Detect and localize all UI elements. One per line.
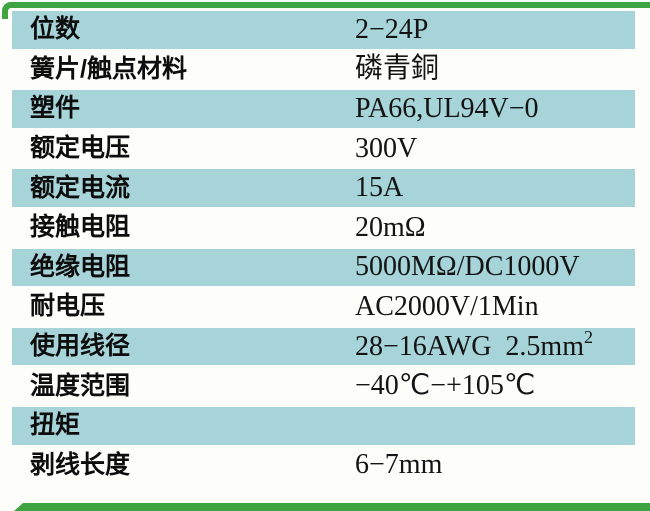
- spec-value: AC2000V/1Min: [355, 290, 539, 322]
- spec-label: 额定电流: [30, 173, 131, 202]
- spec-value-text: AC2000V/1Min: [355, 290, 539, 322]
- spec-value: −40℃−+105℃: [355, 372, 535, 400]
- top-green-frame: [2, 2, 650, 19]
- spec-row: 塑件 PA66,UL94V−0: [12, 90, 635, 128]
- spec-label: 绝缘电阻: [30, 252, 131, 281]
- spec-row: 耐电压 AC2000V/1Min: [12, 288, 635, 326]
- spec-row: 位数 2−24P: [12, 11, 635, 49]
- spec-label: 额定电压: [30, 134, 131, 163]
- spec-value-text: −40℃−+105℃: [355, 370, 536, 402]
- spec-value-text: 20mΩ: [355, 211, 426, 243]
- spec-value: 磷青銅: [355, 55, 439, 83]
- spec-value-text: 300V: [355, 132, 418, 164]
- spec-row: 使用线径 28−16AWG 2.5mm2: [12, 328, 635, 366]
- spec-row: 扭矩: [12, 406, 635, 445]
- spec-value-text: 2−24P: [355, 13, 429, 45]
- spec-row: 剥线长度 6−7mm: [12, 447, 635, 485]
- spec-row: 额定电压 300V: [12, 130, 635, 168]
- spec-value: 28−16AWG 2.5mm2: [355, 328, 593, 362]
- spec-row: 温度范围 −40℃−+105℃: [12, 367, 635, 405]
- spec-table: 位数 2−24P 簧片/触点材料 磷青銅 塑件 PA66,UL94V−0 额定电压 300V 额…: [12, 11, 635, 486]
- spec-value: 20mΩ: [355, 211, 426, 243]
- spec-value-text: 15A: [355, 172, 404, 204]
- spec-value: 2−24P: [355, 13, 429, 45]
- spec-value: 6−7mm: [355, 451, 442, 479]
- spec-value: 15A: [355, 174, 403, 202]
- spec-label: 塑件: [30, 94, 81, 123]
- spec-label: 耐电压: [30, 292, 106, 321]
- spec-value: 5000MΩ/DC1000V: [355, 253, 580, 281]
- spec-label: 扭矩: [30, 411, 81, 440]
- spec-label: 位数: [30, 15, 81, 44]
- spec-value-text: 磷青銅: [355, 53, 440, 85]
- spec-label: 接触电阻: [30, 213, 131, 242]
- spec-value: PA66,UL94V−0: [355, 92, 539, 124]
- bottom-green-bar: [14, 503, 650, 511]
- spec-value-text: PA66,UL94V−0: [355, 92, 539, 124]
- spec-label: 使用线径: [30, 332, 131, 361]
- spec-value-text: 28−16AWG 2.5mm: [355, 330, 584, 362]
- spec-value-text: 6−7mm: [355, 449, 443, 481]
- spec-value: 300V: [355, 132, 418, 164]
- spec-row: 绝缘电阻 5000MΩ/DC1000V: [12, 248, 635, 287]
- spec-row: 接触电阻 20mΩ: [12, 209, 635, 247]
- spec-label: 簧片/触点材料: [30, 54, 187, 83]
- spec-label: 剥线长度: [30, 450, 131, 479]
- spec-row: 额定电流 15A: [12, 169, 635, 207]
- spec-value-text: 5000MΩ/DC1000V: [355, 251, 580, 283]
- spec-value-superscript: 2: [583, 326, 593, 347]
- spec-label: 温度范围: [30, 371, 131, 400]
- spec-row: 簧片/触点材料 磷青銅: [12, 51, 635, 89]
